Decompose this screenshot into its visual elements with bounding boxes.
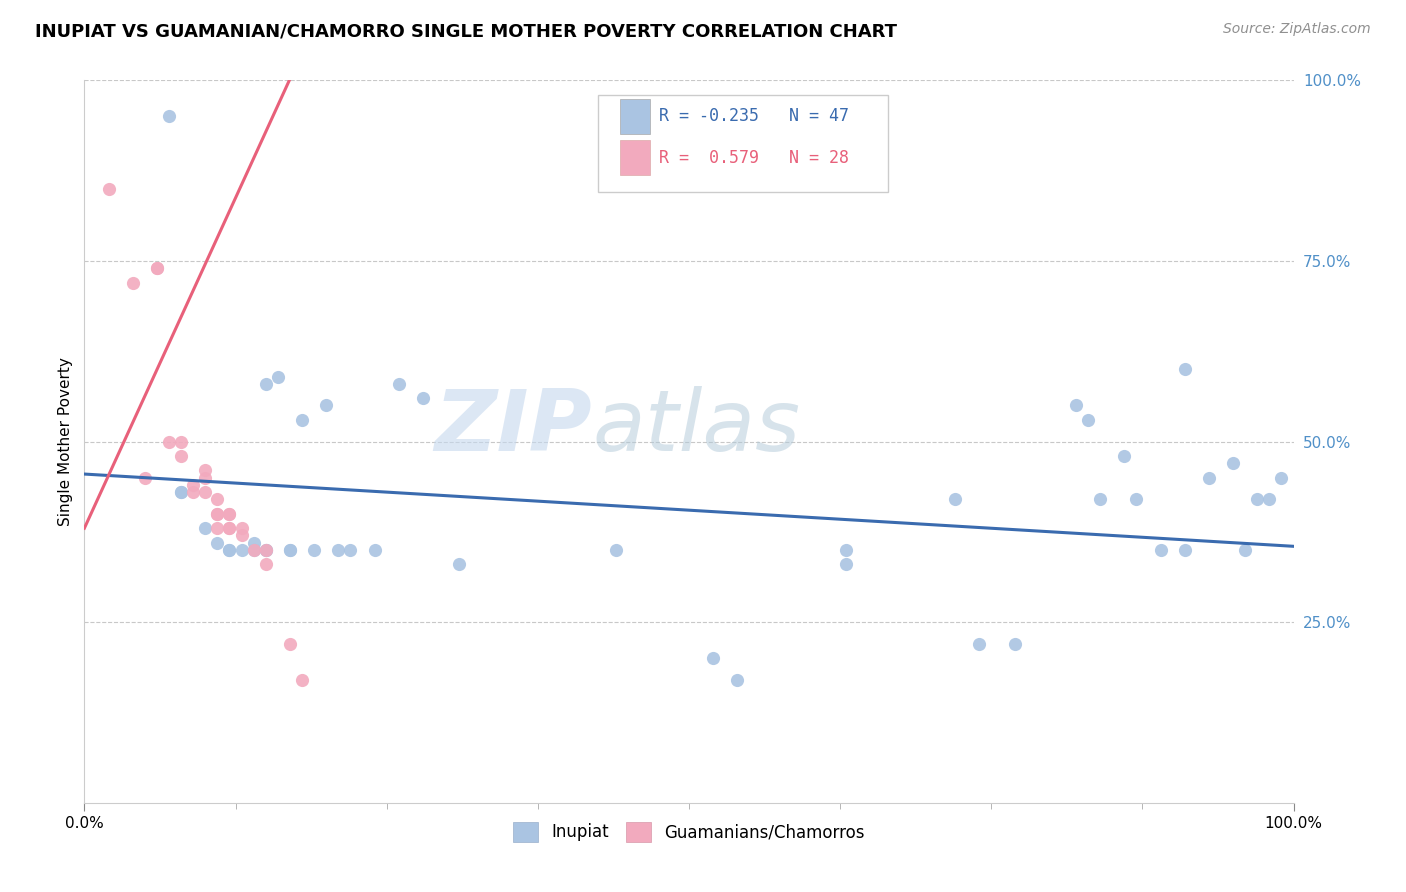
Point [97,182,120,196]
Point [702,651,724,665]
Text: R = -0.235   N = 47: R = -0.235 N = 47 [659,107,849,126]
Point [170,449,193,463]
Point [1174,362,1197,376]
Point [1174,542,1197,557]
Point [218,521,240,535]
FancyBboxPatch shape [599,95,889,193]
Point [254,542,277,557]
Point [254,558,277,572]
Point [967,637,990,651]
Point [157,110,180,124]
Point [207,521,229,535]
Point [291,413,314,427]
Text: Source: ZipAtlas.com: Source: ZipAtlas.com [1223,22,1371,37]
Point [121,276,143,290]
Point [194,485,217,500]
Point [170,485,193,500]
Point [1246,492,1268,507]
Point [1114,449,1136,463]
Point [194,521,217,535]
Text: R =  0.579   N = 28: R = 0.579 N = 28 [659,149,849,167]
Point [1270,470,1292,484]
Point [181,478,204,492]
Point [242,542,264,557]
Point [254,376,277,391]
Point [207,507,229,521]
Point [1222,456,1244,470]
Point [207,507,229,521]
Point [605,542,627,557]
Point [267,369,290,384]
Point [231,528,253,542]
Point [1125,492,1147,507]
Point [1088,492,1111,507]
Point [1004,637,1026,651]
Point [315,398,337,412]
Point [254,542,277,557]
Point [242,535,264,549]
Text: ZIP: ZIP [434,385,592,468]
Point [134,470,156,484]
Point [835,542,858,557]
Point [170,485,193,500]
Point [943,492,966,507]
Point [146,261,169,276]
Point [181,485,204,500]
Point [254,542,277,557]
Legend: Inupiat, Guamanians/Chamorros: Inupiat, Guamanians/Chamorros [506,815,872,848]
Point [1234,542,1257,557]
Point [725,673,748,687]
Point [278,542,301,557]
Point [328,542,350,557]
Point [157,434,180,449]
Point [1077,413,1099,427]
Point [278,542,301,557]
Point [218,542,240,557]
Point [170,434,193,449]
Point [218,507,240,521]
Text: INUPIAT VS GUAMANIAN/CHAMORRO SINGLE MOTHER POVERTY CORRELATION CHART: INUPIAT VS GUAMANIAN/CHAMORRO SINGLE MOT… [35,22,897,40]
Point [412,391,434,405]
Point [194,463,217,477]
Point [388,376,411,391]
Point [835,558,858,572]
Point [278,637,301,651]
Point [339,542,361,557]
Point [363,542,385,557]
Point [449,558,471,572]
Point [1149,542,1171,557]
Point [218,542,240,557]
Point [207,492,229,507]
Point [218,507,240,521]
Text: atlas: atlas [592,385,800,468]
FancyBboxPatch shape [620,99,650,134]
Point [231,542,253,557]
Point [207,535,229,549]
Point [1258,492,1281,507]
Point [1198,470,1220,484]
Y-axis label: Single Mother Poverty: Single Mother Poverty [58,357,73,526]
Point [242,542,264,557]
Point [302,542,325,557]
FancyBboxPatch shape [620,140,650,175]
Point [194,470,217,484]
Point [218,521,240,535]
Point [1064,398,1087,412]
Point [291,673,314,687]
Point [146,261,169,276]
Point [231,521,253,535]
